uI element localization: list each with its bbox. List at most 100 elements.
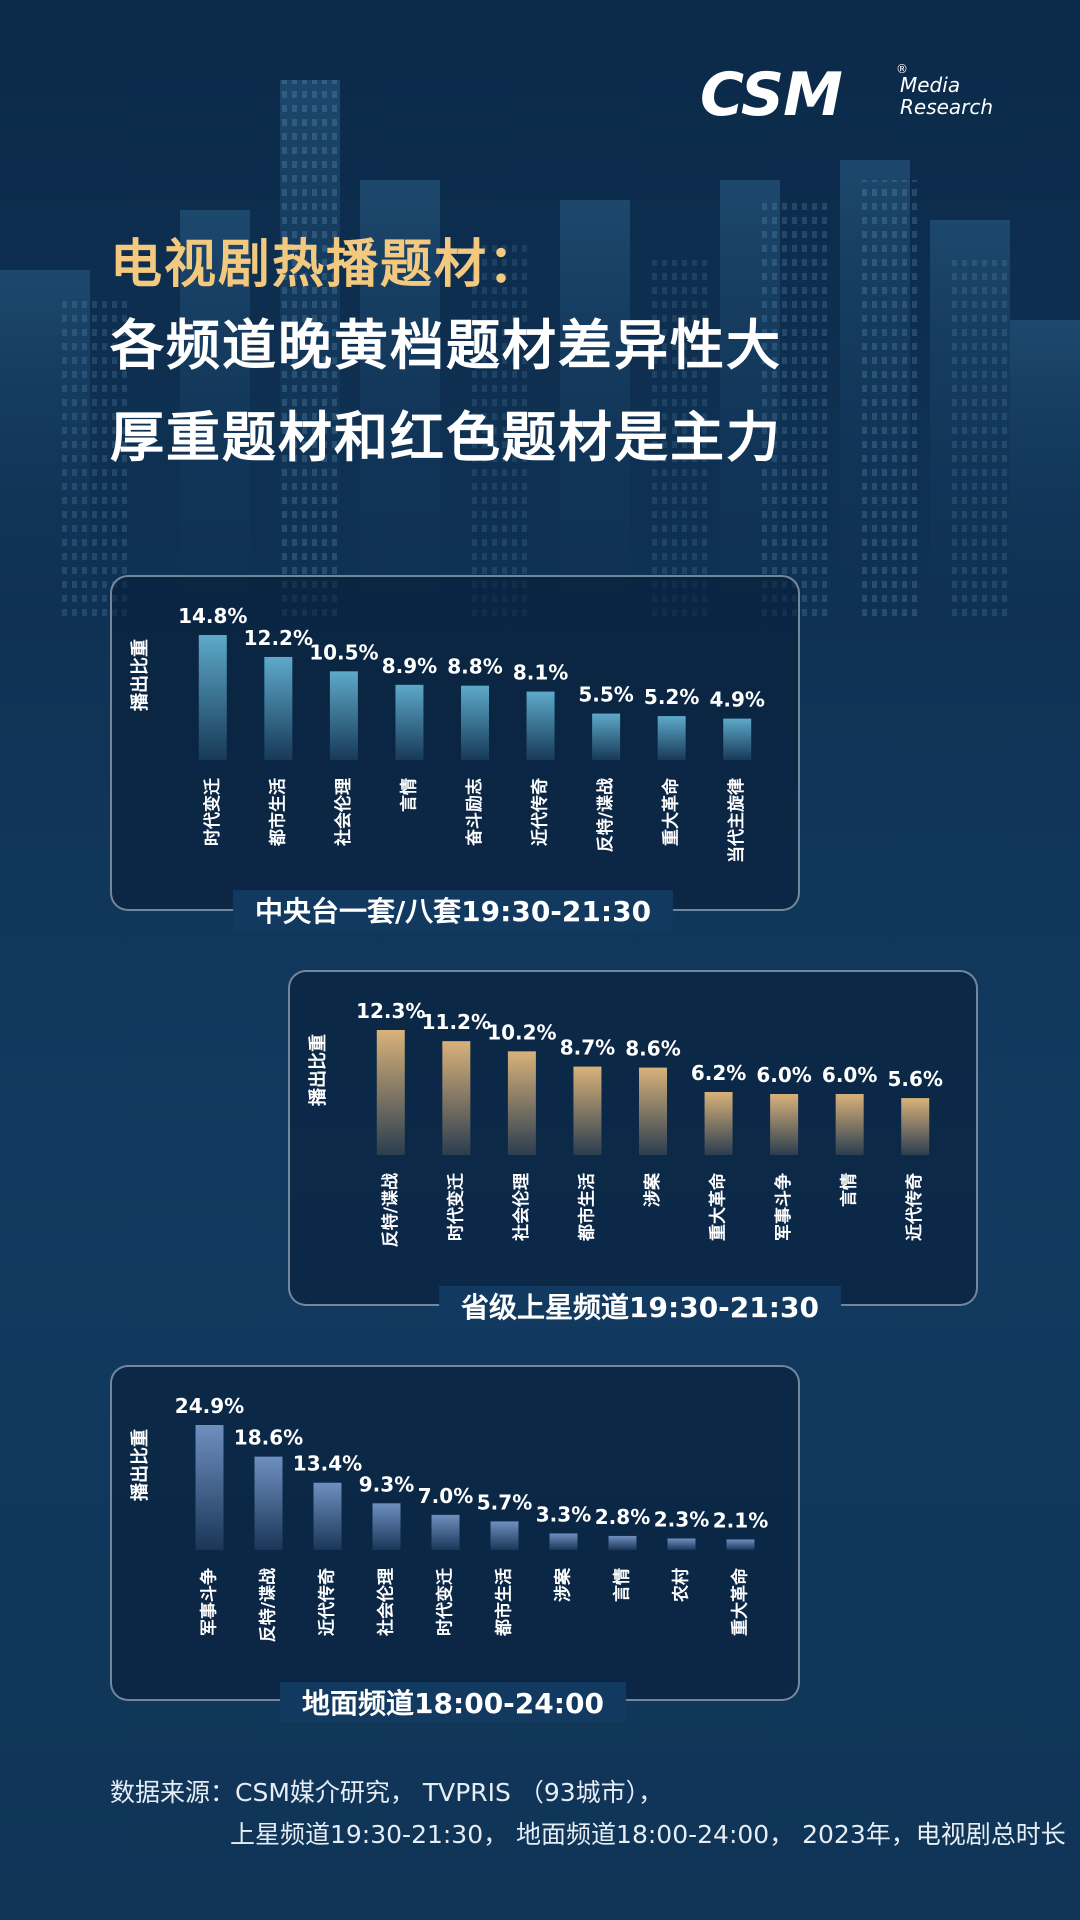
bar xyxy=(639,1067,667,1155)
bar xyxy=(608,1535,637,1550)
category-label: 反特/谍战 xyxy=(258,1568,279,1642)
y-axis-label: 播出比重 xyxy=(307,1034,329,1106)
data-label: 2.1% xyxy=(713,1508,768,1532)
category-label: 都市生活 xyxy=(267,778,288,847)
category-label: 都市生活 xyxy=(576,1173,597,1242)
category-label: 涉案 xyxy=(553,1567,574,1602)
y-axis-label: 播出比重 xyxy=(129,639,151,711)
bar xyxy=(313,1482,342,1550)
title-line-2: 各频道晚黄档题材差异性大 xyxy=(110,314,782,377)
data-label: 9.3% xyxy=(359,1472,414,1496)
data-label: 5.5% xyxy=(578,683,633,707)
y-axis-label: 播出比重 xyxy=(129,1429,151,1501)
data-label: 10.2% xyxy=(487,1020,556,1044)
category-label: 涉案 xyxy=(642,1172,663,1207)
category-label: 近代传奇 xyxy=(530,778,551,846)
logo-sub-media: Media xyxy=(900,73,961,97)
data-label: 8.7% xyxy=(560,1036,615,1060)
data-label: 8.1% xyxy=(513,661,568,685)
data-label: 3.3% xyxy=(536,1502,591,1526)
bar xyxy=(442,1041,471,1155)
category-label: 奋斗励志 xyxy=(464,778,485,847)
bar xyxy=(526,691,555,760)
data-label: 2.3% xyxy=(654,1507,709,1531)
bar xyxy=(723,718,752,760)
category-label: 军事斗争 xyxy=(199,1568,220,1636)
bar xyxy=(592,713,621,760)
bar xyxy=(395,684,424,760)
bar xyxy=(329,671,358,760)
bar xyxy=(901,1098,930,1155)
data-label: 24.9% xyxy=(175,1394,244,1418)
bar xyxy=(549,1533,578,1550)
category-label: 社会伦理 xyxy=(511,1173,532,1242)
category-label: 言情 xyxy=(839,1173,860,1207)
bar xyxy=(372,1503,401,1550)
bar-chart-cctv: 播出比重 14.8% 时代变迁 12.2% 都市生活 10.5% 社会伦理 8.9% 言情 8.8… xyxy=(129,604,765,863)
city-skyline-background xyxy=(0,80,1080,620)
bar xyxy=(431,1514,460,1550)
bar xyxy=(770,1094,799,1155)
data-label: 8.6% xyxy=(625,1037,680,1061)
category-label: 时代变迁 xyxy=(435,1568,456,1636)
bar xyxy=(461,685,489,760)
category-label: 近代传奇 xyxy=(904,1173,925,1241)
bar xyxy=(726,1539,755,1550)
logo-sub-research: Research xyxy=(900,95,994,119)
source-line-1: 数据来源：CSM媒介研究， TVPRIS （93城市）， xyxy=(110,1778,664,1807)
data-label: 6.0% xyxy=(756,1063,811,1087)
data-label: 6.2% xyxy=(691,1061,746,1085)
data-label: 5.6% xyxy=(887,1067,942,1091)
data-label: 2.8% xyxy=(595,1505,650,1529)
data-label: 7.0% xyxy=(418,1484,473,1508)
bar xyxy=(264,656,293,760)
category-label: 重大革命 xyxy=(661,777,682,846)
category-label: 重大革命 xyxy=(708,1172,729,1241)
category-label: 重大革命 xyxy=(730,1567,751,1636)
bar xyxy=(573,1066,602,1155)
bar-chart-terrestrial: 播出比重 24.9% 军事斗争 18.6% 反特/谍战 13.4% 近代传奇 9.3% 社会伦理… xyxy=(129,1394,768,1642)
category-label: 时代变迁 xyxy=(202,778,223,846)
page-title: 电视剧热播题材： 各频道晚黄档题材差异性大 厚重题材和红色题材是主力 xyxy=(110,230,782,484)
registered-mark: ® xyxy=(896,62,908,76)
chart-caption-cctv: 中央台一套/八套19:30-21:30 xyxy=(232,890,674,930)
data-source-note: 数据来源：CSM媒介研究， TVPRIS （93城市）， 上星频道19:30-2… xyxy=(110,1772,1066,1856)
bar xyxy=(254,1456,283,1550)
bar xyxy=(835,1094,864,1155)
title-line-1: 电视剧热播题材： xyxy=(110,235,543,295)
category-label: 都市生活 xyxy=(494,1568,515,1637)
bar xyxy=(490,1521,519,1550)
title-line-3: 厚重题材和红色题材是主力 xyxy=(110,406,782,469)
data-label: 5.2% xyxy=(644,685,699,709)
category-label: 社会伦理 xyxy=(333,778,354,847)
bar-chart-satellite: 播出比重 12.3% 反特/谍战 11.2% 时代变迁 10.2% 社会伦理 8.7% 都市生活… xyxy=(307,999,943,1247)
category-label: 言情 xyxy=(612,1568,633,1602)
chart-caption-satellite: 省级上星频道19:30-21:30 xyxy=(439,1286,841,1326)
category-label: 言情 xyxy=(398,778,419,812)
data-label: 10.5% xyxy=(309,640,378,664)
data-label: 5.7% xyxy=(477,1490,532,1514)
data-label: 14.8% xyxy=(178,604,247,628)
data-label: 13.4% xyxy=(293,1452,362,1476)
logo-subtitle: Media Research xyxy=(900,74,993,118)
data-label: 6.0% xyxy=(822,1063,877,1087)
category-label: 反特/谍战 xyxy=(380,1173,401,1247)
category-label: 当代主旋律 xyxy=(726,778,747,863)
category-label: 农村 xyxy=(671,1568,692,1603)
data-label: 11.2% xyxy=(422,1010,491,1034)
data-label: 4.9% xyxy=(709,688,764,712)
bar xyxy=(657,716,686,760)
data-label: 12.2% xyxy=(244,626,313,650)
data-label: 18.6% xyxy=(234,1426,303,1450)
category-label: 社会伦理 xyxy=(376,1568,397,1637)
category-label: 反特/谍战 xyxy=(595,778,616,852)
bar xyxy=(198,635,227,760)
bar xyxy=(667,1538,696,1550)
bar xyxy=(507,1051,536,1155)
category-label: 时代变迁 xyxy=(445,1173,466,1241)
bar xyxy=(376,1030,405,1155)
csm-logo: CSM ® Media Research xyxy=(700,60,1000,130)
category-label: 近代传奇 xyxy=(317,1568,338,1636)
chart-caption-terrestrial: 地面频道18:00-24:00 xyxy=(280,1682,626,1722)
category-label: 军事斗争 xyxy=(773,1173,794,1241)
